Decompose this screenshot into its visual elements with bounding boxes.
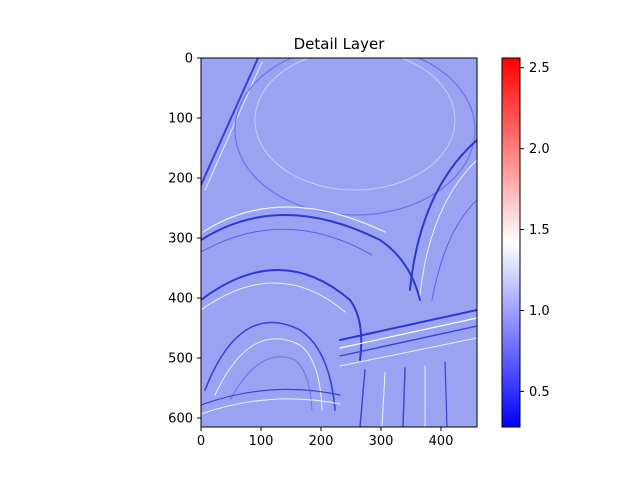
x-tick-label: 0 (197, 434, 205, 449)
image-frame (200, 57, 478, 428)
colorbar-tick-label: 2.0 (529, 142, 550, 157)
heatmap-texture (201, 58, 477, 427)
colorbar-tick-label: 2.5 (529, 61, 550, 76)
y-tick-label: 100 (168, 112, 193, 127)
heatmap-image (201, 58, 477, 427)
colorbar-axis: 0.5 1.0 1.5 2.0 2.5 (520, 61, 550, 400)
y-tick-label: 400 (168, 292, 193, 307)
chart-title: Detail Layer (294, 35, 386, 53)
x-tick-label: 200 (309, 434, 334, 449)
y-axis: 0 100 200 300 400 500 600 (168, 52, 201, 427)
y-tick-label: 300 (168, 232, 193, 247)
x-tick-label: 100 (249, 434, 274, 449)
x-tick-label: 400 (429, 434, 454, 449)
y-tick-label: 500 (168, 352, 193, 367)
x-axis: 0 100 200 300 400 (197, 427, 454, 449)
colorbar-gradient (502, 58, 520, 427)
colorbar-tick-label: 1.5 (529, 223, 550, 238)
y-tick-label: 0 (185, 52, 193, 67)
colorbar-tick-label: 1.0 (529, 304, 550, 319)
colorbar-frame (501, 57, 521, 428)
y-tick-label: 600 (168, 412, 193, 427)
detail-edges (201, 58, 477, 427)
y-tick-label: 200 (168, 172, 193, 187)
x-tick-label: 300 (369, 434, 394, 449)
colorbar-tick-label: 0.5 (529, 385, 550, 400)
